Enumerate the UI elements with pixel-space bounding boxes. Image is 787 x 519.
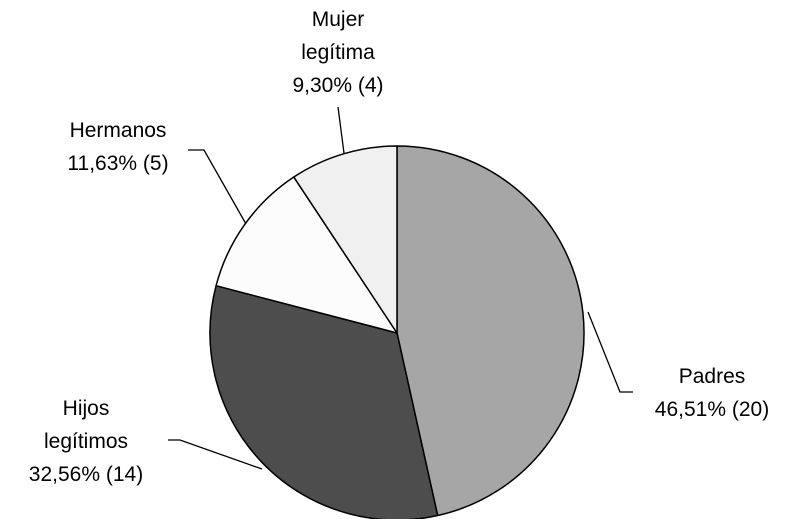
pie-slice-hermanos <box>215 176 398 334</box>
slice-name-label: legítima <box>301 41 375 64</box>
slice-value-label: 32,56% (14) <box>29 463 143 486</box>
pie-slices <box>209 145 585 519</box>
pie-slice-padres <box>396 145 585 517</box>
leader-lines <box>168 106 633 470</box>
pie-slice-mujer-legítima <box>293 145 398 334</box>
leader-line <box>168 439 263 470</box>
leader-line <box>337 106 345 154</box>
slice-label: Mujer legítima 9,30% (4) <box>292 8 383 97</box>
slice-label: Padres 46,51% (20) <box>655 365 769 421</box>
slice-name-label: legítimos <box>44 430 128 453</box>
pie-slice-hijos-legítimos <box>209 284 439 519</box>
slice-name-label: Hermanos <box>70 119 167 142</box>
slice-value-label: 46,51% (20) <box>655 398 769 421</box>
slice-label: Hermanos 11,63% (5) <box>67 119 168 175</box>
slice-name-label: Hijos <box>63 397 110 420</box>
leader-line <box>587 311 633 393</box>
slice-value-label: 11,63% (5) <box>67 152 168 175</box>
slice-name-label: Mujer <box>312 8 365 31</box>
slice-name-label: Padres <box>679 365 746 388</box>
slice-labels: Padres 46,51% (20) Hijos legítimos 32,56% (1… <box>29 8 769 486</box>
slice-label: Hijos legítimos 32,56% (14) <box>29 397 143 486</box>
slice-value-label: 9,30% (4) <box>292 74 383 97</box>
leader-line <box>188 149 247 225</box>
